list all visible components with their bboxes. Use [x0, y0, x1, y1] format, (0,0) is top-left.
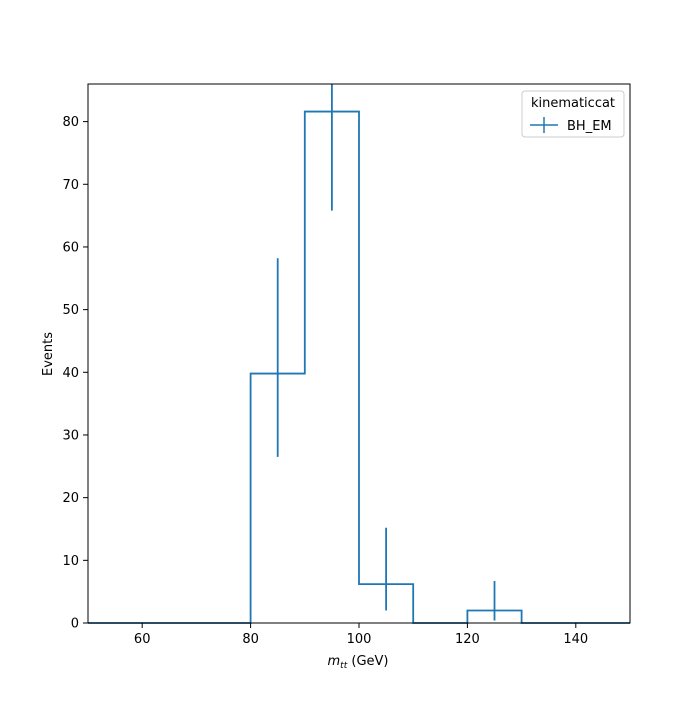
x-tick-label: 120 [455, 632, 480, 647]
y-tick-label: 80 [62, 115, 79, 130]
y-tick-label: 60 [62, 240, 79, 255]
y-tick-label: 20 [62, 491, 79, 506]
x-axis-label-subscript: tt [340, 661, 348, 671]
x-axis-label-main: m [328, 654, 341, 669]
legend: kinematiccat BH_EM [521, 90, 625, 138]
x-tick-label: 140 [563, 632, 588, 647]
x-axis-label: mtt (GeV) [328, 654, 389, 671]
y-tick-label: 30 [62, 428, 79, 443]
y-tick-label: 0 [71, 617, 79, 632]
x-tick-label: 100 [347, 632, 372, 647]
x-axis-label-unit: (GeV) [347, 654, 388, 669]
y-tick-label: 40 [62, 366, 79, 381]
y-axis-label: Events [41, 332, 56, 376]
legend-entry-bh-em: BH_EM [567, 119, 612, 134]
legend-title: kinematiccat [531, 96, 615, 111]
y-tick-label: 70 [62, 178, 79, 193]
y-tick-label: 10 [62, 554, 79, 569]
y-tick-label: 50 [62, 303, 79, 318]
x-tick-label: 80 [242, 632, 259, 647]
x-tick-label: 60 [134, 632, 151, 647]
